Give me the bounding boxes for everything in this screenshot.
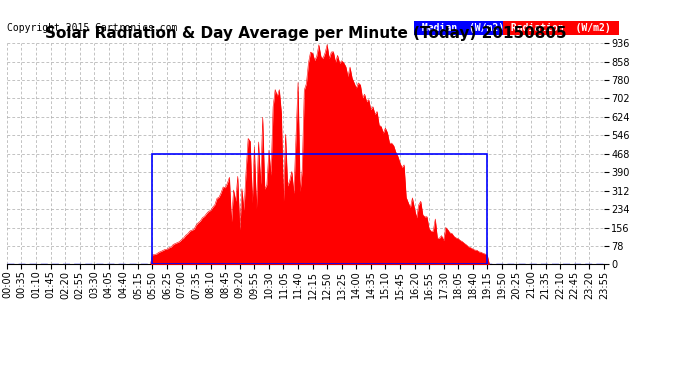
Text: Radiation  (W/m2): Radiation (W/m2) [505, 23, 617, 33]
Bar [152, 154, 487, 264]
Title: Solar Radiation & Day Average per Minute (Today) 20150805: Solar Radiation & Day Average per Minute… [45, 26, 566, 40]
Text: Copyright 2015 Cartronics.com: Copyright 2015 Cartronics.com [7, 23, 177, 33]
Text: Median  (W/m2): Median (W/m2) [416, 23, 510, 33]
